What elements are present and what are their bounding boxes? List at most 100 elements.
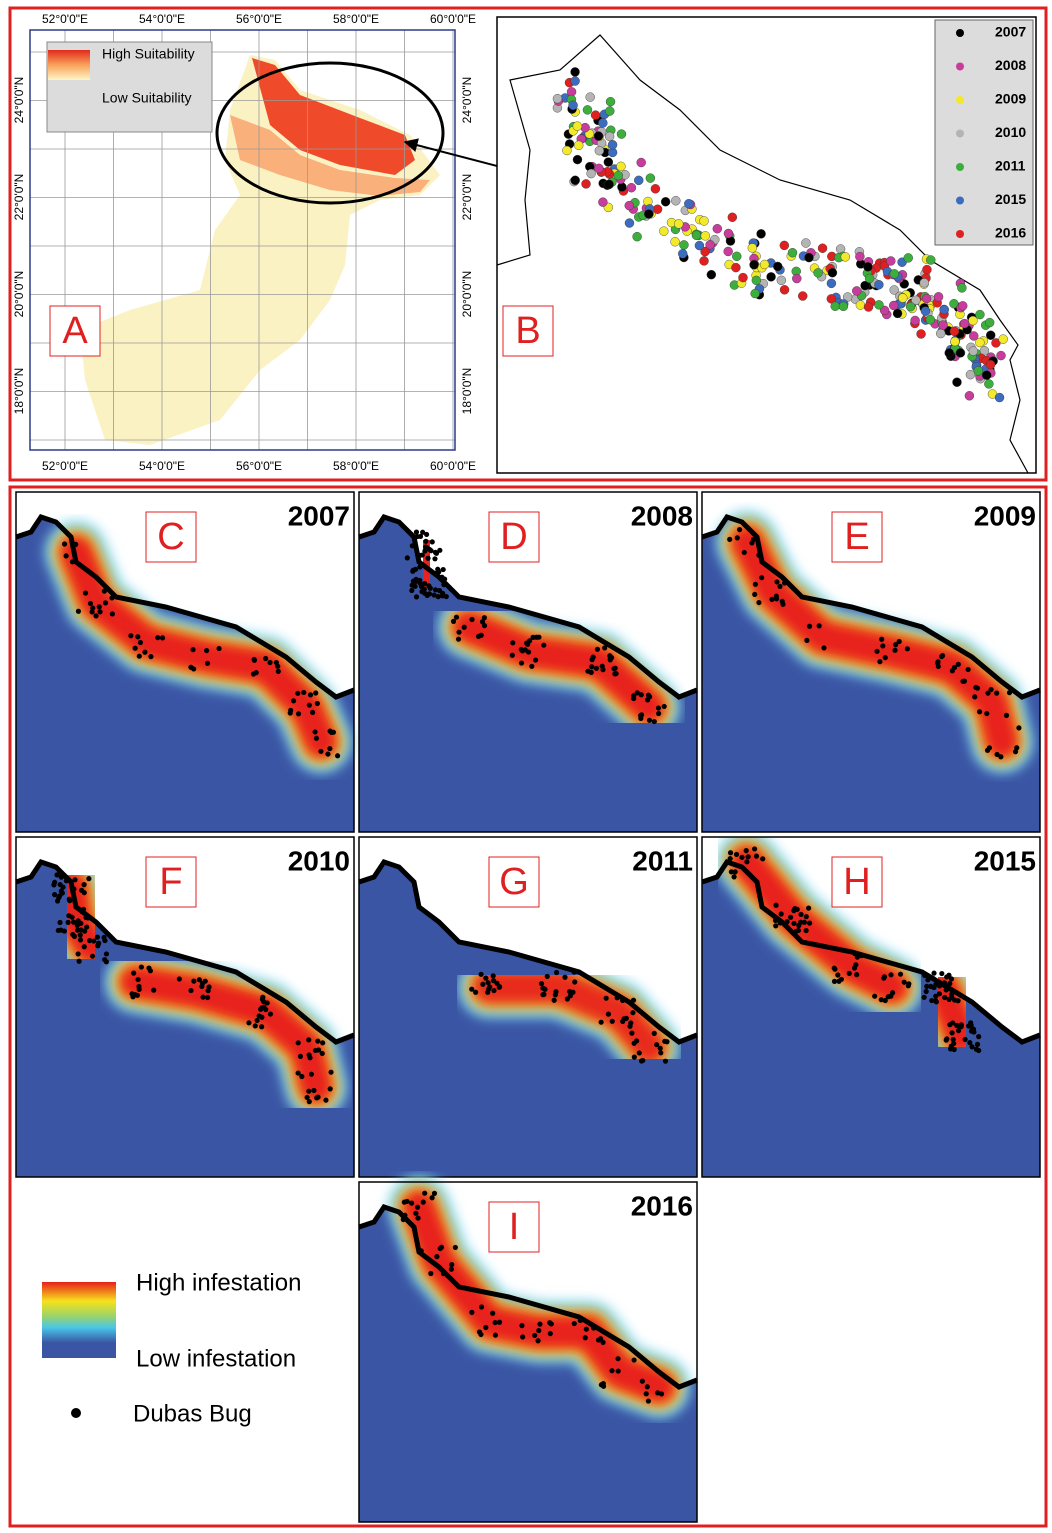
x-label: 54°0'0"E [139,12,185,26]
record-dot [748,243,757,252]
legend-dot [956,197,964,205]
bug-point [491,978,496,983]
bug-point [205,995,210,1000]
bug-point [645,1384,650,1389]
record-dot [700,216,709,225]
bug-point [139,964,144,969]
bug-point [883,998,888,1003]
bug-point [434,1254,439,1259]
bug-point [754,854,759,859]
legend-year: 2007 [995,24,1026,40]
record-dot [605,107,614,116]
bug-point [877,659,882,664]
record-dot [553,94,562,103]
bug-point [62,928,67,933]
bug-point [572,979,577,984]
record-dot [695,241,704,250]
record-dot [614,171,623,180]
bug-point [414,577,419,582]
bug-point [301,690,306,695]
record-dot [595,146,604,155]
record-dot [936,329,945,338]
bug-point [469,1310,474,1315]
heatmap-panel: I2016 [359,1182,697,1522]
record-dot [706,240,715,249]
bug-point [422,548,427,553]
record-dot [997,351,1006,360]
bug-point [191,666,196,671]
record-dot [777,276,786,285]
bug-point [659,1391,664,1396]
x-label: 56°0'0"E [236,459,282,473]
y-label: 24°0'0"N [460,77,474,124]
x-label: 60°0'0"E [430,12,476,26]
record-dot [651,184,660,193]
bug-point [975,1042,980,1047]
record-dot [950,327,959,336]
legend-low: Low Suitability [102,90,192,106]
bug-point [456,630,461,635]
legend-year: 2015 [995,191,1026,207]
bug-point [307,1052,312,1057]
bug-point [985,691,990,696]
record-dot [692,231,701,240]
bug-point [427,547,432,552]
panel-letter: B [515,310,540,352]
bug-point [656,705,661,710]
bug-point [769,597,774,602]
bug-point [66,920,71,925]
bug-point [1016,725,1021,730]
bug-point [312,729,317,734]
bug-point [883,655,888,660]
record-dot [818,244,827,253]
bug-point [251,671,256,676]
bug-point [307,703,312,708]
bug-point [454,615,459,620]
x-label: 56°0'0"E [236,12,282,26]
bug-point [535,1338,540,1343]
bug-point [433,550,438,555]
bug-point [441,567,446,572]
bug-point [519,660,524,665]
bug-point [583,1335,588,1340]
legend-year: 2008 [995,57,1026,73]
record-dot [798,292,807,301]
record-dot [587,169,596,178]
bug-point [628,1020,633,1025]
bug-point [734,852,739,857]
bug-point [91,938,96,943]
bug-point [296,1070,301,1075]
bug-point [469,617,474,622]
bug-point [906,981,911,986]
record-dot [713,224,722,233]
y-label: 20°0'0"N [12,271,26,318]
bug-point [963,1037,968,1042]
bug-point [440,593,445,598]
bug-point [84,924,89,929]
record-dot [606,97,615,106]
bug-point [951,1041,956,1046]
bug-point [328,1070,333,1075]
record-dot [571,77,580,86]
bug-point [200,995,205,1000]
bug-point [658,1046,663,1051]
y-label: 18°0'0"N [12,368,26,415]
bug-point [483,1325,488,1330]
record-dot [950,337,959,346]
bug-point [88,601,93,606]
bug-point [639,1058,644,1063]
record-dot [831,302,840,311]
bug-point [57,920,62,925]
bug-point [320,1040,325,1045]
record-dot [958,301,967,310]
record-dot [707,270,716,279]
bug-point [547,1320,552,1325]
bug-point [206,988,211,993]
bug-point [77,959,82,964]
heatmap-panel: G2011 [359,837,697,1177]
record-dot [634,176,643,185]
bug-point [422,581,427,586]
bug-point [469,987,474,992]
bug-point [411,568,416,573]
panel-letter: F [159,861,182,903]
